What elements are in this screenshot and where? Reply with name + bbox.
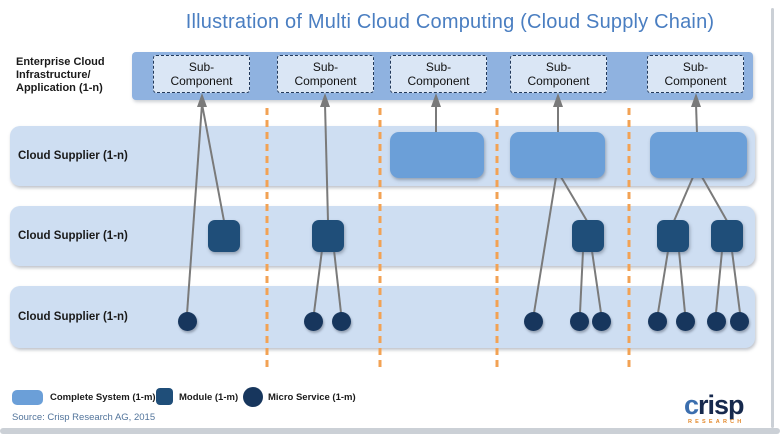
source-attribution: Source: Crisp Research AG, 2015 [12,412,156,423]
column-divider-dashed-lines [265,108,631,368]
complete-system-shape-col3 [390,132,484,178]
cloud-supplier-label: Cloud Supplier (1-n) [18,150,128,162]
complete-system-shape-col5 [650,132,747,178]
cloud-supplier-label: Cloud Supplier (1-n) [18,230,128,242]
module-shape-col2 [312,220,344,252]
legend-swatch-micro-service [243,387,263,407]
cloud-supplier-band-3: Cloud Supplier (1-n) [10,286,755,348]
logo-research-subtext: RESEARCH [688,419,745,425]
module-shape-col1 [208,220,240,252]
micro-service-shape-col5-c [707,312,726,331]
supply-chain-connectors [186,103,741,315]
legend-label-complete-system: Complete System (1-m) [50,392,156,403]
sub-component-box-2: Sub- Component [277,55,374,93]
module-shape-col5-a [657,220,689,252]
legend-swatch-complete-system [12,390,43,405]
sub-component-box-3: Sub- Component [390,55,487,93]
logo-letters-risp: risp [698,390,745,420]
micro-service-shape-col5-d [730,312,749,331]
legend-label-micro-service: Micro Service (1-m) [268,392,356,403]
micro-service-shape-col2-b [332,312,351,331]
enterprise-infrastructure-label: Enterprise Cloud Infrastructure/ Applica… [16,56,105,94]
legend-label-module: Module (1-m) [179,392,239,403]
micro-service-shape-col4-b [570,312,589,331]
logo-wordmark: crisp [684,392,768,419]
slide-bottom-edge [0,428,780,434]
crisp-research-logo: crisp RESEARCH [684,392,768,426]
micro-service-shape-col4-a [524,312,543,331]
micro-service-shape-col1 [178,312,197,331]
logo-letter-c: c [684,390,699,420]
complete-system-shape-col4 [510,132,605,178]
cloud-supplier-band-2: Cloud Supplier (1-n) [10,206,755,266]
module-shape-col5-b [711,220,743,252]
cloud-supplier-band-1: Cloud Supplier (1-n) [10,126,755,186]
sub-component-box-5: Sub- Component [647,55,744,93]
cloud-supplier-label: Cloud Supplier (1-n) [18,311,128,323]
legend-swatch-module [156,388,173,405]
sub-component-box-1: Sub- Component [153,55,250,93]
sub-component-box-4: Sub- Component [510,55,607,93]
slide-right-edge [771,8,774,428]
micro-service-shape-col4-c [592,312,611,331]
page-title: Illustration of Multi Cloud Computing (C… [185,11,715,33]
up-arrowheads [197,93,701,107]
micro-service-shape-col2-a [304,312,323,331]
module-shape-col4 [572,220,604,252]
micro-service-shape-col5-a [648,312,667,331]
micro-service-shape-col5-b [676,312,695,331]
legend: Complete System (1-m) Module (1-m) Micro… [0,386,360,410]
